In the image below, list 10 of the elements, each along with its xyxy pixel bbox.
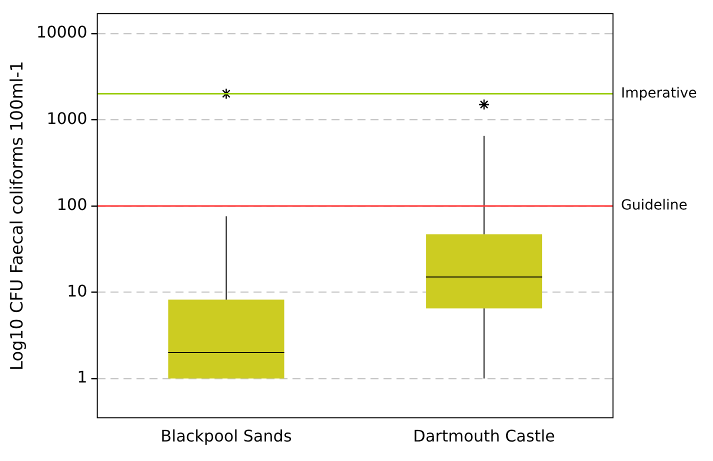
y-tick-label: 10 — [66, 281, 88, 300]
y-tick-label: 10000 — [36, 22, 88, 42]
y-tick-label: 1 — [77, 368, 88, 387]
y-tick-label: 100 — [56, 195, 88, 214]
ref-line-label: Guideline — [621, 198, 688, 214]
y-axis-title: Log10 CFU Faecal coliforms 100ml-1 — [8, 60, 28, 371]
x-tick-label: Blackpool Sands — [160, 426, 292, 446]
y-tick-label: 1000 — [46, 108, 88, 128]
ref-line-label: Imperative — [621, 85, 697, 102]
x-tick-label: Dartmouth Castle — [413, 426, 556, 446]
